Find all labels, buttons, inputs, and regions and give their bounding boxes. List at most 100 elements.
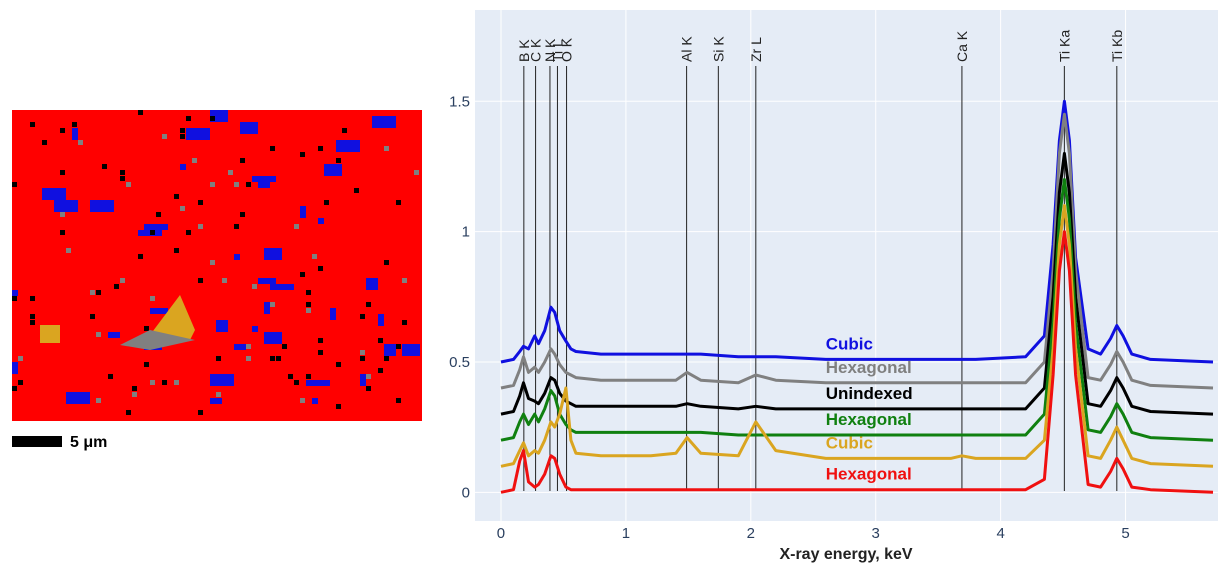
map-grain [270, 284, 294, 290]
map-grain [132, 392, 137, 397]
map-grain [198, 200, 203, 205]
map-grain [180, 164, 186, 170]
map-grain [276, 356, 281, 361]
map-grain [30, 296, 35, 301]
map-grain [120, 170, 125, 175]
map-grain [270, 302, 275, 307]
map-grain [402, 320, 407, 325]
element-label: Zr L [748, 37, 764, 62]
x-tick-label: 3 [872, 525, 880, 542]
map-grain [360, 374, 366, 386]
scale-bar [12, 436, 62, 447]
map-grain [18, 380, 23, 385]
map-grain [270, 146, 275, 151]
map-grain [300, 398, 305, 403]
map-grain [258, 278, 276, 284]
map-grain [318, 146, 323, 151]
map-grain [396, 344, 401, 349]
element-label: Ti L [549, 39, 565, 62]
map-grain [228, 170, 233, 175]
map-grain [360, 350, 365, 355]
map-grain [216, 320, 228, 332]
map-grain [240, 212, 245, 217]
map-grain [234, 182, 239, 187]
map-grain [114, 284, 119, 289]
map-grain [306, 308, 311, 313]
map-grain [402, 278, 407, 283]
map-grain [162, 134, 167, 139]
element-label: Si K [710, 36, 726, 62]
map-grain [186, 230, 191, 235]
y-tick-label: 0.5 [449, 354, 470, 371]
map-grain [72, 122, 77, 127]
map-grain [198, 410, 203, 415]
map-grain [234, 254, 240, 260]
map-grain [384, 356, 389, 361]
map-grain [60, 128, 65, 133]
map-grain [150, 295, 195, 340]
map-grain [198, 278, 203, 283]
map-grain [144, 224, 168, 230]
map-grain [294, 224, 299, 229]
series-label: Unindexed [826, 384, 913, 403]
map-grain [108, 374, 113, 379]
map-grain [30, 122, 35, 127]
map-grain [90, 290, 95, 295]
spectrum-line [500, 112, 1214, 390]
map-grain [66, 248, 71, 253]
map-grain [180, 206, 185, 211]
map-grain [210, 182, 215, 187]
map-grain [210, 398, 222, 404]
map-grain [120, 278, 125, 283]
map-grain [30, 320, 35, 325]
map-grain [60, 230, 65, 235]
map-grain [246, 356, 251, 361]
element-label: Ti Kb [1109, 30, 1125, 62]
element-label: N K [542, 38, 558, 62]
map-grain [240, 158, 245, 163]
x-tick-label: 2 [747, 525, 755, 542]
map-grain [384, 344, 396, 356]
map-grain [246, 182, 251, 187]
map-grain [252, 326, 258, 332]
map-grain [282, 344, 287, 349]
map-grain [72, 128, 78, 140]
map-grain [252, 284, 257, 289]
map-grain [150, 308, 168, 314]
map-grain [180, 134, 185, 139]
spectrum-line [500, 230, 1214, 494]
map-grain [396, 398, 401, 403]
map-grain [396, 200, 401, 205]
map-grain [264, 248, 282, 260]
map-grain [336, 362, 341, 367]
map-grain [174, 380, 179, 385]
map-grain [42, 188, 66, 200]
y-tick-label: 1 [462, 224, 470, 241]
map-grain [312, 398, 318, 404]
map-grain [210, 116, 215, 121]
map-grain [306, 290, 311, 295]
map-grain [186, 128, 210, 140]
map-grain [12, 296, 17, 301]
map-grain [378, 338, 383, 343]
map-grain [366, 302, 371, 307]
map-grain [336, 140, 360, 152]
x-tick-label: 5 [1121, 525, 1129, 542]
map-grain [60, 212, 65, 217]
map-grain [240, 122, 258, 134]
map-grain [150, 296, 155, 301]
map-grain [216, 392, 221, 397]
map-grain [294, 380, 299, 385]
map-grain [144, 326, 149, 331]
map-grain [318, 266, 323, 271]
element-label: Ti Ka [1056, 30, 1072, 62]
map-grain [90, 200, 114, 212]
map-grain [318, 218, 324, 224]
map-grain [96, 332, 101, 337]
map-grain [330, 308, 336, 320]
map-grain [300, 272, 305, 277]
map-grain [156, 212, 161, 217]
map-grain [150, 230, 155, 235]
map-grain [366, 374, 371, 379]
